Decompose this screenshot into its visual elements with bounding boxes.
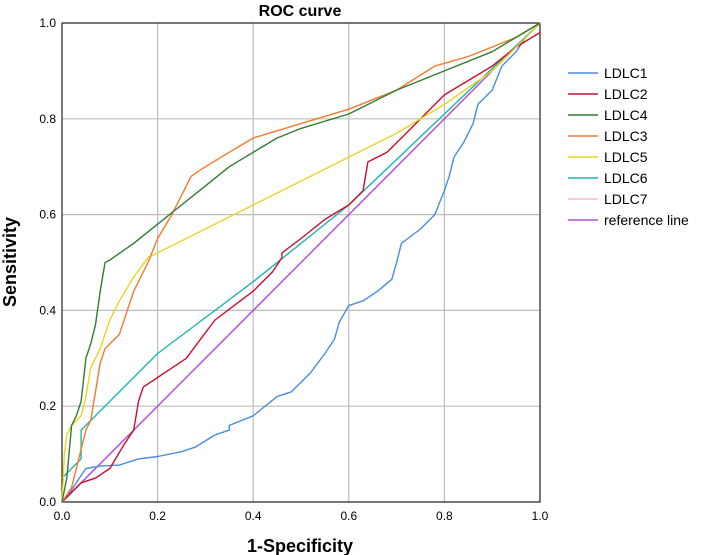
y-axis-label: Sensitivity bbox=[0, 217, 20, 307]
series-line-reference-line bbox=[61, 22, 541, 503]
x-tick-label: 0.0 bbox=[54, 509, 71, 523]
y-tick-label: 1.0 bbox=[39, 16, 56, 30]
legend-label: LDLC5 bbox=[604, 149, 648, 165]
axis-ticks: 0.0 0.2 0.4 0.6 0.8 1.0 0.0 0.2 0.4 0.6 0.8 1.0 bbox=[39, 16, 548, 523]
legend-label: LDLC2 bbox=[604, 86, 648, 102]
y-tick-label: 0.2 bbox=[39, 399, 56, 413]
legend-label: LDLC7 bbox=[604, 191, 648, 207]
series-line-ldlc1 bbox=[61, 22, 541, 503]
legend: LDLC1 LDLC2 LDLC4 LDLC3 LDLC5 LDLC6 LDLC7 refer… bbox=[568, 65, 689, 228]
series-line-ldlc4 bbox=[61, 22, 541, 503]
plot-frame bbox=[61, 22, 541, 503]
x-tick-label: 0.2 bbox=[149, 509, 166, 523]
y-tick-label: 0.8 bbox=[39, 112, 56, 126]
x-tick-label: 0.4 bbox=[245, 509, 262, 523]
x-tick-label: 0.8 bbox=[436, 509, 453, 523]
legend-label: LDLC3 bbox=[604, 128, 648, 144]
series-line-ldlc3 bbox=[61, 22, 541, 503]
series-layer bbox=[61, 22, 541, 503]
legend-label: LDLC1 bbox=[604, 65, 648, 81]
series-line-ldlc6 bbox=[61, 22, 541, 479]
chart-title: ROC curve bbox=[259, 3, 342, 20]
legend-label: LDLC4 bbox=[604, 107, 648, 123]
x-tick-label: 0.6 bbox=[340, 509, 357, 523]
y-tick-label: 0.4 bbox=[39, 303, 56, 317]
legend-label: reference line bbox=[604, 212, 689, 228]
x-axis-label: 1-Specificity bbox=[247, 536, 353, 555]
x-tick-label: 1.0 bbox=[532, 509, 549, 523]
series-line-ldlc2 bbox=[61, 32, 541, 503]
series-line-ldlc5 bbox=[61, 22, 541, 503]
y-tick-label: 0.6 bbox=[39, 208, 56, 222]
y-tick-label: 0.0 bbox=[39, 495, 56, 509]
legend-label: LDLC6 bbox=[604, 170, 648, 186]
